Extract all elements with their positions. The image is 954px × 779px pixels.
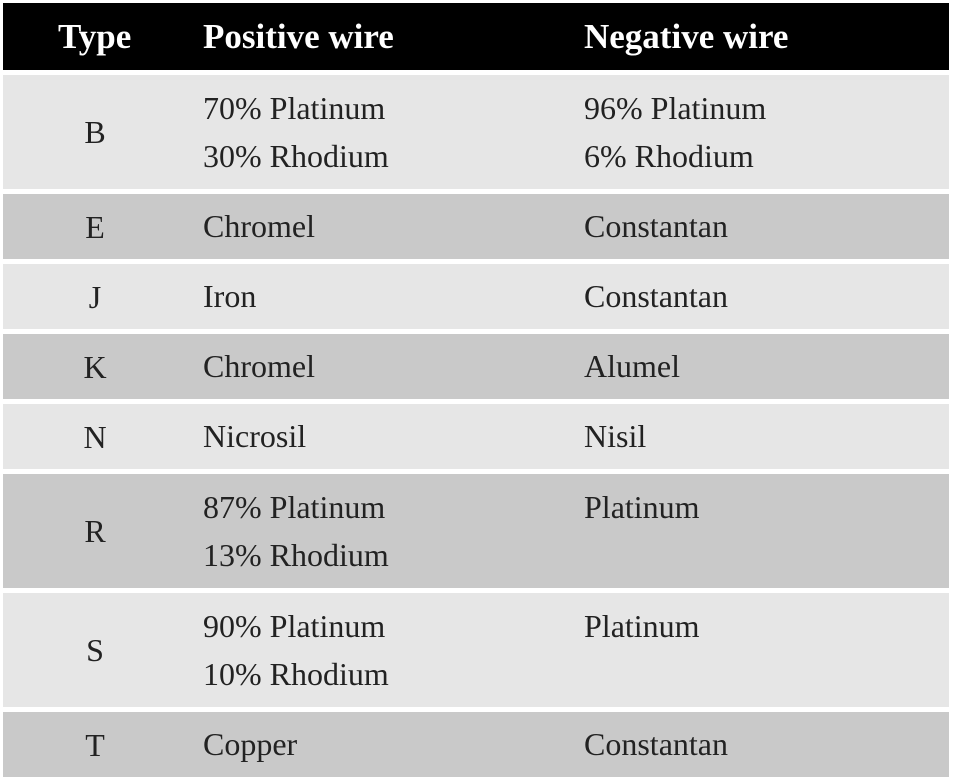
cell-line: Platinum [584,608,700,644]
positive-cell: 90% Platinum 10% Rhodium [203,602,389,698]
header-cell: Type [58,17,132,56]
table-row: S 90% Platinum 10% Rhodium Platinum [3,593,949,707]
cell-line: Constantan [584,208,728,244]
negative-cell: Constantan [584,202,728,250]
cell-line: Constantan [584,278,728,314]
positive-cell: Chromel [203,342,315,390]
cell-line: 30% Rhodium [203,138,389,174]
header-cell: Negative wire [584,17,789,56]
header-row: Type Positive wire Negative wire [3,3,949,70]
table-row: E Chromel Constantan [3,194,949,259]
type-cell: R [84,513,106,549]
table-row: B 70% Platinum 30% Rhodium 96% Platinum 6% R… [3,75,949,189]
type-cell: K [83,348,107,385]
negative-cell: Nisil [584,412,646,460]
negative-cell: 96% Platinum 6% Rhodium [584,84,766,180]
table-row: T Copper Constantan [3,712,949,777]
cell-line: Chromel [203,208,315,244]
cell-line: 96% Platinum [584,90,767,126]
cell-line: Iron [203,278,257,314]
cell-line: Copper [203,726,298,762]
type-cell: E [85,208,105,245]
cell-line: 13% Rhodium [203,537,389,573]
positive-cell: Iron [203,272,256,320]
table-row: K Chromel Alumel [3,334,949,399]
type-cell: J [88,278,102,315]
cell-line: Nicrosil [203,418,307,454]
cell-line: Platinum [584,489,700,525]
cell-line: 70% Platinum [203,90,386,126]
type-cell: T [85,726,105,763]
negative-cell: Constantan [584,720,728,768]
header-cell: Positive wire [203,17,394,56]
cell-line: Chromel [203,348,315,384]
positive-cell: Nicrosil [203,412,306,460]
cell-line: Nisil [584,418,647,454]
negative-cell: Platinum [584,483,700,531]
table-row: J Iron Constantan [3,264,949,329]
negative-cell: Alumel [584,342,680,390]
cell-line: Alumel [584,348,680,384]
cell-line: 6% Rhodium [584,138,754,174]
type-cell: N [83,418,107,455]
cell-line: 87% Platinum [203,489,386,525]
type-cell: B [84,114,106,150]
positive-cell: Copper [203,720,297,768]
table-row: R 87% Platinum 13% Rhodium Platinum [3,474,949,588]
positive-cell: 70% Platinum 30% Rhodium [203,84,389,180]
table-row: N Nicrosil Nisil [3,404,949,469]
positive-cell: 87% Platinum 13% Rhodium [203,483,389,579]
negative-cell: Platinum [584,602,700,650]
positive-cell: Chromel [203,202,315,250]
negative-cell: Constantan [584,272,728,320]
cell-line: 90% Platinum [203,608,386,644]
cell-line: 10% Rhodium [203,656,389,692]
type-cell: S [86,632,104,668]
cell-line: Constantan [584,726,728,762]
